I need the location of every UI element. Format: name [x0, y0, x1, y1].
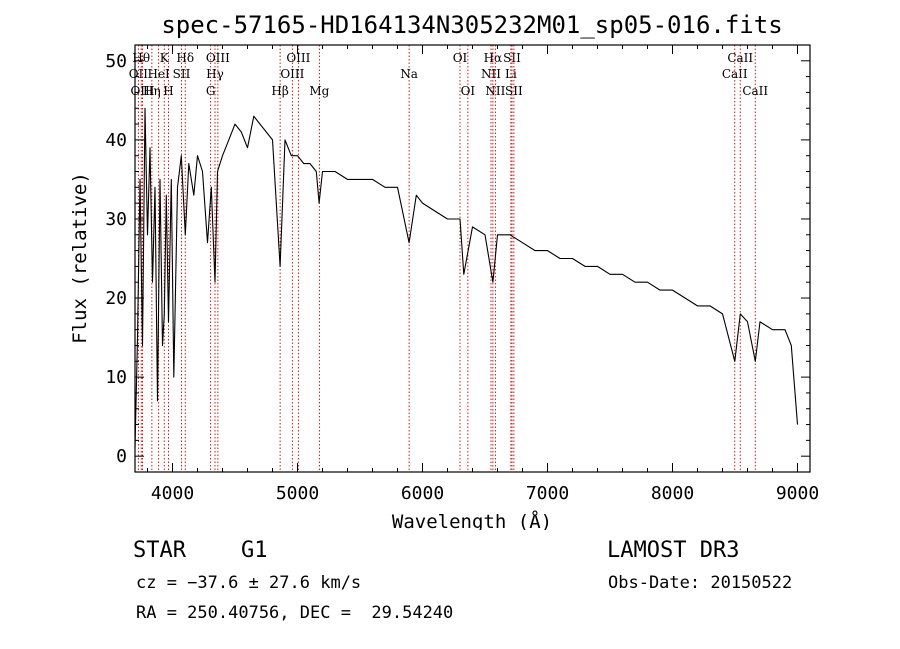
object-class: STAR: [133, 538, 186, 563]
line-label: Li: [505, 67, 517, 81]
flux-series-line: [134, 107, 799, 449]
spectrum-chart: spec-57165-HD164134N305232M01_sp05-016.f…: [69, 11, 819, 530]
line-label: Hγ: [206, 67, 224, 81]
line-label: H: [163, 84, 173, 98]
line-label: OIII: [286, 51, 310, 65]
x-tick-label: 9000: [776, 483, 819, 504]
redshift-velocity: cz = −37.6 ± 27.6 km/s: [136, 573, 362, 593]
line-label: NII: [481, 67, 501, 81]
line-label: G: [206, 84, 216, 98]
observation-date: Obs-Date: 20150522: [608, 573, 793, 593]
y-tick-label: 10: [105, 367, 127, 388]
y-tick-label: 50: [105, 51, 127, 72]
x-tick-label: 6000: [401, 483, 444, 504]
line-label: OIII: [206, 51, 230, 65]
line-label: SII: [503, 51, 521, 65]
plot-frame: [134, 44, 811, 473]
line-label: OIII: [130, 84, 154, 98]
axis-ticks: 4000 5000 6000 7000 8000 9000 0 10 20 30 40 50: [105, 45, 819, 504]
y-tick-label: 40: [105, 130, 127, 151]
sky-coordinates: RA = 250.40756, DEC = 29.54240: [136, 603, 454, 623]
object-subclass: G1: [241, 538, 268, 563]
line-label: CaII: [742, 84, 768, 98]
line-label: OI: [453, 51, 468, 65]
x-tick-label: 7000: [526, 483, 569, 504]
spectrum-series: [134, 107, 799, 449]
line-label: Hβ: [271, 84, 288, 98]
line-label: OIII: [280, 67, 304, 81]
x-tick-label: 8000: [651, 483, 694, 504]
line-label: SII: [173, 67, 191, 81]
line-label: OII: [129, 67, 149, 81]
chart-title: spec-57165-HD164134N305232M01_sp05-016.f…: [161, 11, 782, 39]
emission-line-markers: OIIHθOIIIHηHeIKHSIIHδGHγOIIIHβOIIIOIIIMg…: [129, 45, 768, 472]
line-label: Hη: [143, 84, 161, 98]
x-axis-label: Wavelength (Å): [392, 510, 552, 530]
line-label: Hα: [484, 51, 503, 65]
y-tick-label: 0: [116, 446, 127, 467]
line-label: Hθ: [132, 51, 150, 65]
x-tick-label: 4000: [151, 483, 194, 504]
y-tick-label: 20: [105, 288, 127, 309]
line-label: K: [160, 51, 170, 65]
line-label: SII: [505, 84, 523, 98]
y-axis-label: Flux (relative): [69, 172, 91, 344]
line-label: CaII: [722, 67, 748, 81]
line-label: NII: [485, 84, 505, 98]
line-label: HeI: [147, 67, 170, 81]
line-label: Mg: [309, 84, 329, 98]
line-label: OI: [461, 84, 476, 98]
line-label: Na: [400, 67, 418, 81]
line-label: Hδ: [176, 51, 194, 65]
survey-label: LAMOST DR3: [607, 538, 740, 563]
x-tick-label: 5000: [276, 483, 319, 504]
y-tick-label: 30: [105, 209, 127, 230]
line-label: CaII: [727, 51, 753, 65]
